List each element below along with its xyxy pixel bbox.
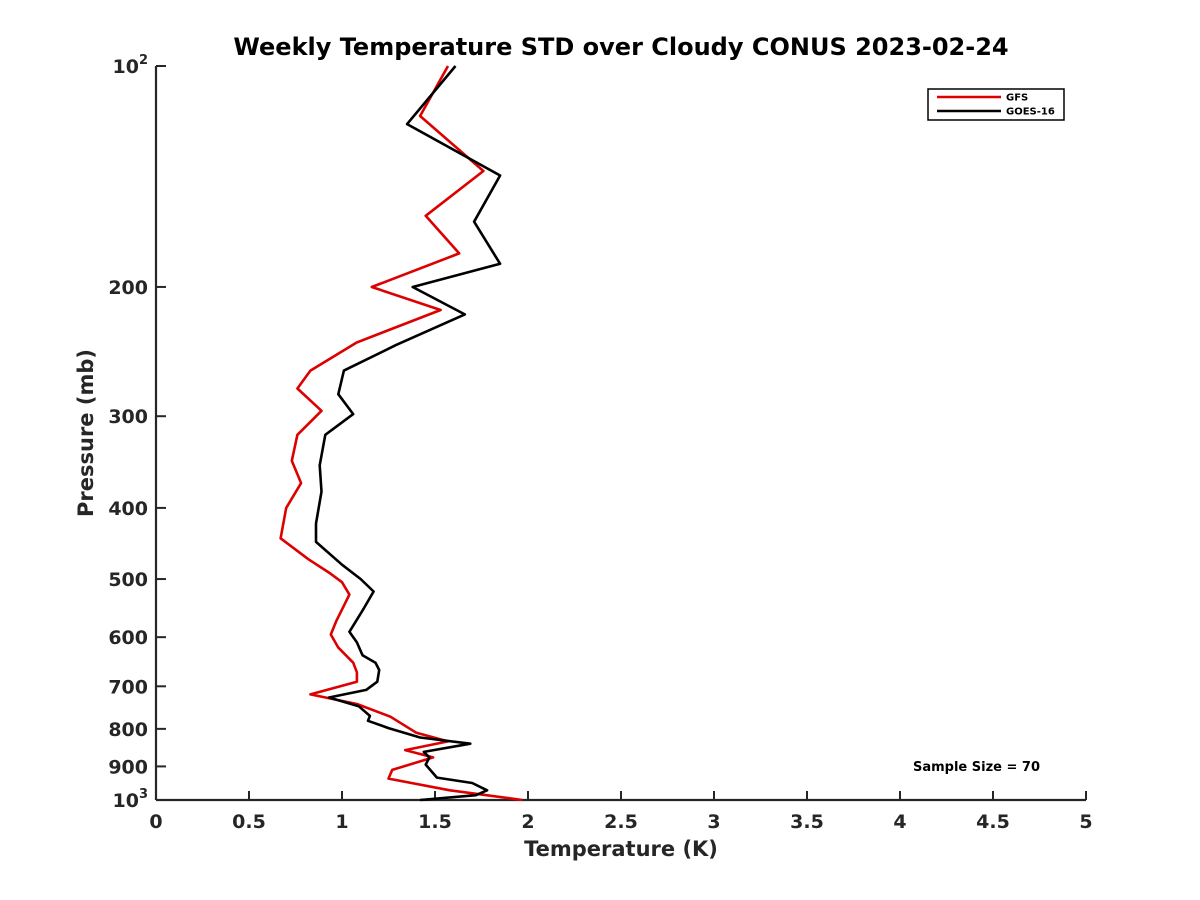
y-tick-label: 102 (113, 53, 149, 78)
x-tick-label: 3.5 (790, 811, 824, 833)
y-tick-label: 200 (108, 277, 148, 299)
x-ticks: 0 0.5 1 1.5 2 2.5 3 3.5 4 4.5 5 (149, 791, 1093, 833)
y-tick-label: 300 (108, 406, 148, 428)
x-tick-label: 3 (707, 811, 720, 833)
y-tick-label-base: 10 (113, 790, 139, 812)
x-tick-label: 5 (1079, 811, 1092, 833)
series-layer (279, 65, 523, 802)
x-tick-label: 2 (521, 811, 534, 833)
y-tick-label: 700 (108, 676, 148, 698)
y-tick-label-exp: 3 (139, 787, 148, 802)
y-tick-label: 900 (108, 756, 148, 778)
y-tick-label: 103 (113, 787, 149, 812)
y-tick-label: 800 (108, 719, 148, 741)
chart-title: Weekly Temperature STD over Cloudy CONUS… (233, 33, 1008, 61)
x-tick-label: 4 (893, 811, 906, 833)
x-tick-label: 0 (149, 811, 162, 833)
y-tick-label-base: 10 (113, 56, 139, 78)
y-tick-label: 600 (108, 627, 148, 649)
x-tick-label: 2.5 (604, 811, 638, 833)
legend-label-goes-16: GOES-16 (1006, 107, 1055, 118)
x-axis-label: Temperature (K) (524, 837, 718, 861)
y-tick-label-exp: 2 (139, 53, 148, 68)
x-tick-label: 0.5 (232, 811, 266, 833)
y-tick-label: 500 (108, 569, 148, 591)
x-tick-label: 1 (335, 811, 348, 833)
y-axis-label: Pressure (mb) (74, 349, 98, 517)
x-tick-label: 1.5 (418, 811, 452, 833)
legend: GFS GOES-16 (927, 88, 1065, 121)
legend-label-gfs: GFS (1006, 93, 1028, 104)
sample-size-annotation: Sample Size = 70 (913, 760, 1040, 775)
series-line-goes-16 (314, 65, 502, 802)
legend-box (927, 88, 1065, 121)
x-tick-label: 4.5 (976, 811, 1010, 833)
y-tick-label: 400 (108, 498, 148, 520)
